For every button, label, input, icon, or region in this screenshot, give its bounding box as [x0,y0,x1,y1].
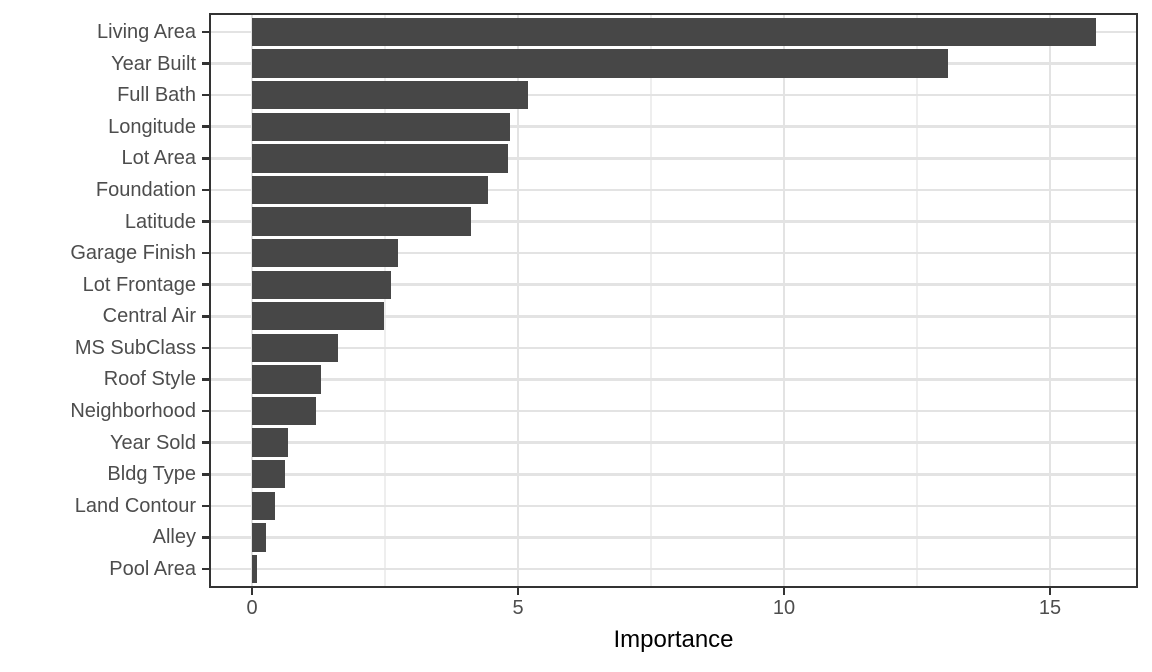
bar-full-bath [252,80,529,110]
y-tick-lot-area [202,157,209,160]
gridline-minor-x-2.5 [384,13,386,588]
gridline-y-pool-area [209,567,1138,571]
y-label-alley: Alley [152,526,196,549]
gridline-major-x-0 [250,13,254,588]
y-label-land-contour: Land Contour [74,494,196,517]
bar-bldg-type [252,460,285,489]
x-tick-label-5: 5 [512,597,524,619]
y-tick-central-air [202,315,209,318]
y-tick-foundation [202,188,209,192]
bar-longitude [252,112,511,141]
bar-lot-frontage [252,270,391,299]
gridline-y-full-bath [209,93,1138,97]
y-label-latitude: Latitude [124,210,196,233]
y-label-bldg-type: Bldg Type [107,463,196,486]
bar-living-area [252,17,1097,47]
bar-land-contour [252,491,275,521]
gridline-y-neighborhood [209,409,1138,413]
y-tick-neighborhood [202,409,209,413]
x-tick-5 [516,588,520,595]
bar-year-sold [252,428,288,457]
gridline-y-ms-subclass [209,346,1138,350]
bar-foundation [252,175,489,205]
y-tick-bldg-type [202,473,209,476]
y-tick-full-bath [202,93,209,97]
plot-panel [209,13,1138,588]
x-tick-15 [1048,588,1052,595]
gridline-y-land-contour [209,504,1138,508]
y-label-year-built: Year Built [111,52,196,75]
y-label-pool-area: Pool Area [109,558,196,581]
x-tick-label-15: 15 [1038,597,1062,619]
y-label-neighborhood: Neighborhood [70,400,196,423]
y-tick-living-area [202,30,209,34]
gridline-minor-x-12.5 [916,13,918,588]
y-label-garage-finish: Garage Finish [70,242,196,265]
y-label-living-area: Living Area [97,20,196,43]
gridline-y-garage-finish [209,251,1138,255]
y-tick-lot-frontage [202,283,209,286]
x-tick-0 [250,588,254,595]
x-axis-title: Importance [613,626,734,653]
y-tick-pool-area [202,567,209,571]
gridline-major-x-15 [1048,13,1052,588]
x-tick-label-0: 0 [246,597,258,619]
y-label-roof-style: Roof Style [103,368,196,391]
y-tick-land-contour [202,504,209,508]
x-tick-label-10: 10 [772,597,796,619]
y-tick-roof-style [202,378,209,381]
y-label-lot-area: Lot Area [121,147,196,170]
gridline-y-lot-area [209,157,1138,160]
bar-pool-area [252,554,257,584]
gridline-y-alley [209,536,1138,539]
gridline-y-year-sold [209,441,1138,444]
y-tick-year-sold [202,441,209,444]
bar-year-built [252,49,948,78]
bar-garage-finish [252,238,398,268]
gridline-minor-x-7.5 [650,13,652,588]
y-label-longitude: Longitude [108,115,196,138]
y-tick-latitude [202,220,209,223]
gridline-major-x-5 [516,13,520,588]
y-tick-longitude [202,125,209,128]
bar-central-air [252,302,384,331]
y-label-ms-subclass: MS SubClass [74,336,196,359]
bar-lot-area [252,144,508,173]
y-label-foundation: Foundation [95,178,196,201]
bar-alley [252,523,266,552]
gridline-major-x-10 [782,13,786,588]
gridline-y-latitude [209,220,1138,223]
gridline-y-bldg-type [209,473,1138,476]
bar-latitude [252,207,472,236]
y-label-central-air: Central Air [102,305,196,328]
gridline-y-central-air [209,315,1138,318]
y-tick-year-built [202,62,209,65]
y-tick-garage-finish [202,251,209,255]
bar-roof-style [252,365,322,394]
y-tick-alley [202,536,209,539]
y-label-full-bath: Full Bath [117,84,196,107]
y-label-year-sold: Year Sold [110,431,196,454]
x-tick-10 [782,588,786,595]
gridline-y-foundation [209,188,1138,192]
gridline-y-longitude [209,125,1138,128]
bar-ms-subclass [252,333,339,363]
gridline-y-lot-frontage [209,283,1138,286]
bar-neighborhood [252,396,316,426]
y-label-lot-frontage: Lot Frontage [82,273,196,296]
gridline-y-roof-style [209,378,1138,381]
y-tick-ms-subclass [202,346,209,350]
